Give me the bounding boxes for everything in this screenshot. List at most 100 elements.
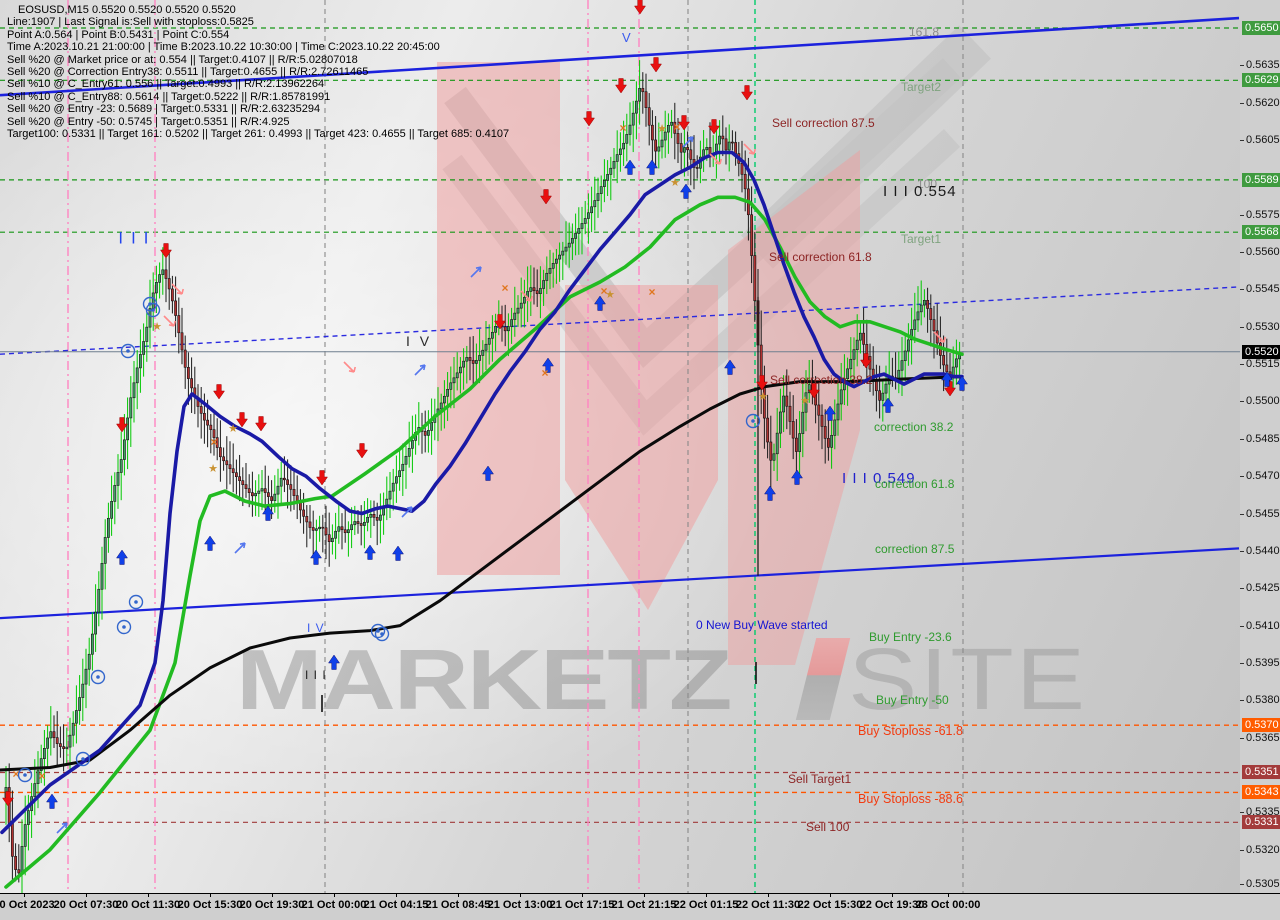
level-price-badge: 0.5331 [1242,815,1280,829]
close-signal-x-icon: × [38,769,45,783]
buy-arrow-icon [328,654,340,670]
sell-arrow-icon [708,119,720,135]
sell-arrow-icon [2,791,14,807]
info-line: Sell %20 @ Market price or at: 0.554 || … [7,53,358,66]
price-axis-label: 0.5440 [1240,545,1280,557]
circle-marker-icon [370,623,386,639]
time-axis-tick [520,893,521,897]
price-axis-label: 0.5410 [1240,620,1280,632]
sell-arrow-icon [650,57,662,73]
circle-marker-icon [120,343,136,359]
buy-arrow-icon [310,549,322,565]
star-icon: ★ [800,395,810,407]
close-signal-x-icon: × [501,281,508,295]
time-axis-tick [830,893,831,897]
watermark-text-marketz: MARKETZ [236,632,732,728]
time-axis-label: 20 Oct 11:30 [115,899,181,911]
buy-arrow-icon [680,183,692,199]
level-price-badge: 0.5370 [1242,718,1280,732]
info-line: Time A:2023.10.21 21:00:00 | Time B:2023… [7,41,440,54]
sell-outline-arrow-icon [933,331,946,343]
x-markers: × × × × × × × × × [12,120,680,783]
time-axis-tick [458,893,459,897]
symbol-ohlc-title: EOSUSD,M15 0.5520 0.5520 0.5520 0.5520 [18,4,236,16]
close-signal-x-icon: × [648,285,655,299]
sell-arrow-icon [741,85,753,101]
time-axis-label: 20 Oct 15:30 [177,899,243,911]
trendline-lower [0,547,1240,620]
info-line: Sell %20 @ Entry -23: 0.5689 | Target:0.… [7,103,321,116]
price-axis-label: 0.5620 [1240,97,1280,109]
sell-outline-arrow-icon [520,290,533,302]
sell-arrow-icon [236,412,248,428]
time-axis-label: 21 Oct 13:00 [487,899,553,911]
time-axis-tick [644,893,645,897]
circle-markers [17,296,761,783]
time-axis-label: 22 Oct 11:30 [735,899,801,911]
star-icon: ★ [152,321,162,333]
sell-outline-arrow-icon [709,153,722,165]
star-icon: ★ [228,423,238,435]
buy-arrow-icon [764,485,776,501]
time-axis-label: 22 Oct 15:30 [797,899,863,911]
buy-arrow-icon [646,159,658,175]
ma-navy-layer [0,150,964,835]
info-line: Point A:0.564 | Point B:0.5431 | Point C… [7,28,230,41]
price-axis-label: 0.5395 [1240,657,1280,669]
info-line: Sell %10 @ C_Entry61: 0.556 || Target:0.… [7,78,325,91]
logo-watermark [437,25,991,665]
circle-marker-icon [128,594,144,610]
level-price-badge: 0.5650 [1242,21,1280,35]
time-axis-label: 22 Oct 19:30 [859,899,925,911]
price-axis-label: 0.5635 [1240,59,1280,71]
sell-arrow-icon [808,383,820,399]
buy-outline-arrow-icon [401,506,413,518]
price-axis-label: 0.5545 [1240,283,1280,295]
buy-outline-arrow-icon [470,266,482,278]
circle-marker-icon [145,302,161,318]
chart-canvas[interactable]: × ×× ×××× ××★★★★★★★ ★ [0,0,1240,893]
close-signal-x-icon: × [673,120,680,134]
price-axis-label: 0.5470 [1240,470,1280,482]
sell-arrow-icon [634,0,646,15]
buy-arrow-icon [624,159,636,175]
price-axis[interactable]: 0.5635 0.5620 0.5605 0.5575 0.5560 0.5545 0.55… [1240,0,1280,893]
time-axis-tick [948,893,949,897]
buy-outline-arrow-icon [56,822,68,834]
info-panel: EOSUSD,M15 0.5520 0.5520 0.5520 0.5520 Li… [7,4,509,140]
price-axis-label: 0.5560 [1240,246,1280,258]
price-axis-label: 0.5455 [1240,508,1280,520]
buy-arrow-icon [364,544,376,560]
info-line: Sell %10 @ C_Entry88: 0.5614 || Target:0… [7,90,331,103]
sell-arrow-icon [860,353,872,369]
sell-arrow-icon [494,314,506,330]
time-axis-label: 21 Oct 00:00 [301,899,367,911]
star-icon: ★ [657,123,667,135]
sell-outline-arrow-icon [171,283,184,295]
star-icon: ★ [670,177,680,189]
buy-arrow-icon [262,505,274,521]
info-line: Target100: 0.5331 || Target 161: 0.5202 … [7,128,510,141]
buy-arrow-icon [824,405,836,421]
price-axis-label: 0.5365 [1240,732,1280,744]
star-icon: ★ [208,463,218,475]
buy-arrow-icon [204,535,216,551]
buy-arrow-icon [392,545,404,561]
buy-arrow-icon [941,371,953,387]
chart-plot-area[interactable]: MARKETZ SITE × × × × × × × × × ★ ★ ★ ★ ★ ★ ★ ★ EOSUSD,M1… [0,0,1241,893]
close-signal-x-icon: × [600,284,607,298]
sell-arrow-icon [540,189,552,205]
level-price-badge: 0.5351 [1242,765,1280,779]
sell-arrow-icon [160,243,172,259]
buy-arrow-icon [482,465,494,481]
time-axis-tick [334,893,335,897]
price-axis-label: 0.5485 [1240,433,1280,445]
circle-marker-icon [75,751,91,767]
buy-outline-arrow-icon [234,542,246,554]
star-icon: ★ [605,289,615,301]
star-icon: ★ [758,391,768,403]
price-axis-label: 0.5380 [1240,694,1280,706]
price-axis-label: 0.5500 [1240,395,1280,407]
sell-arrow-icon [615,78,627,94]
